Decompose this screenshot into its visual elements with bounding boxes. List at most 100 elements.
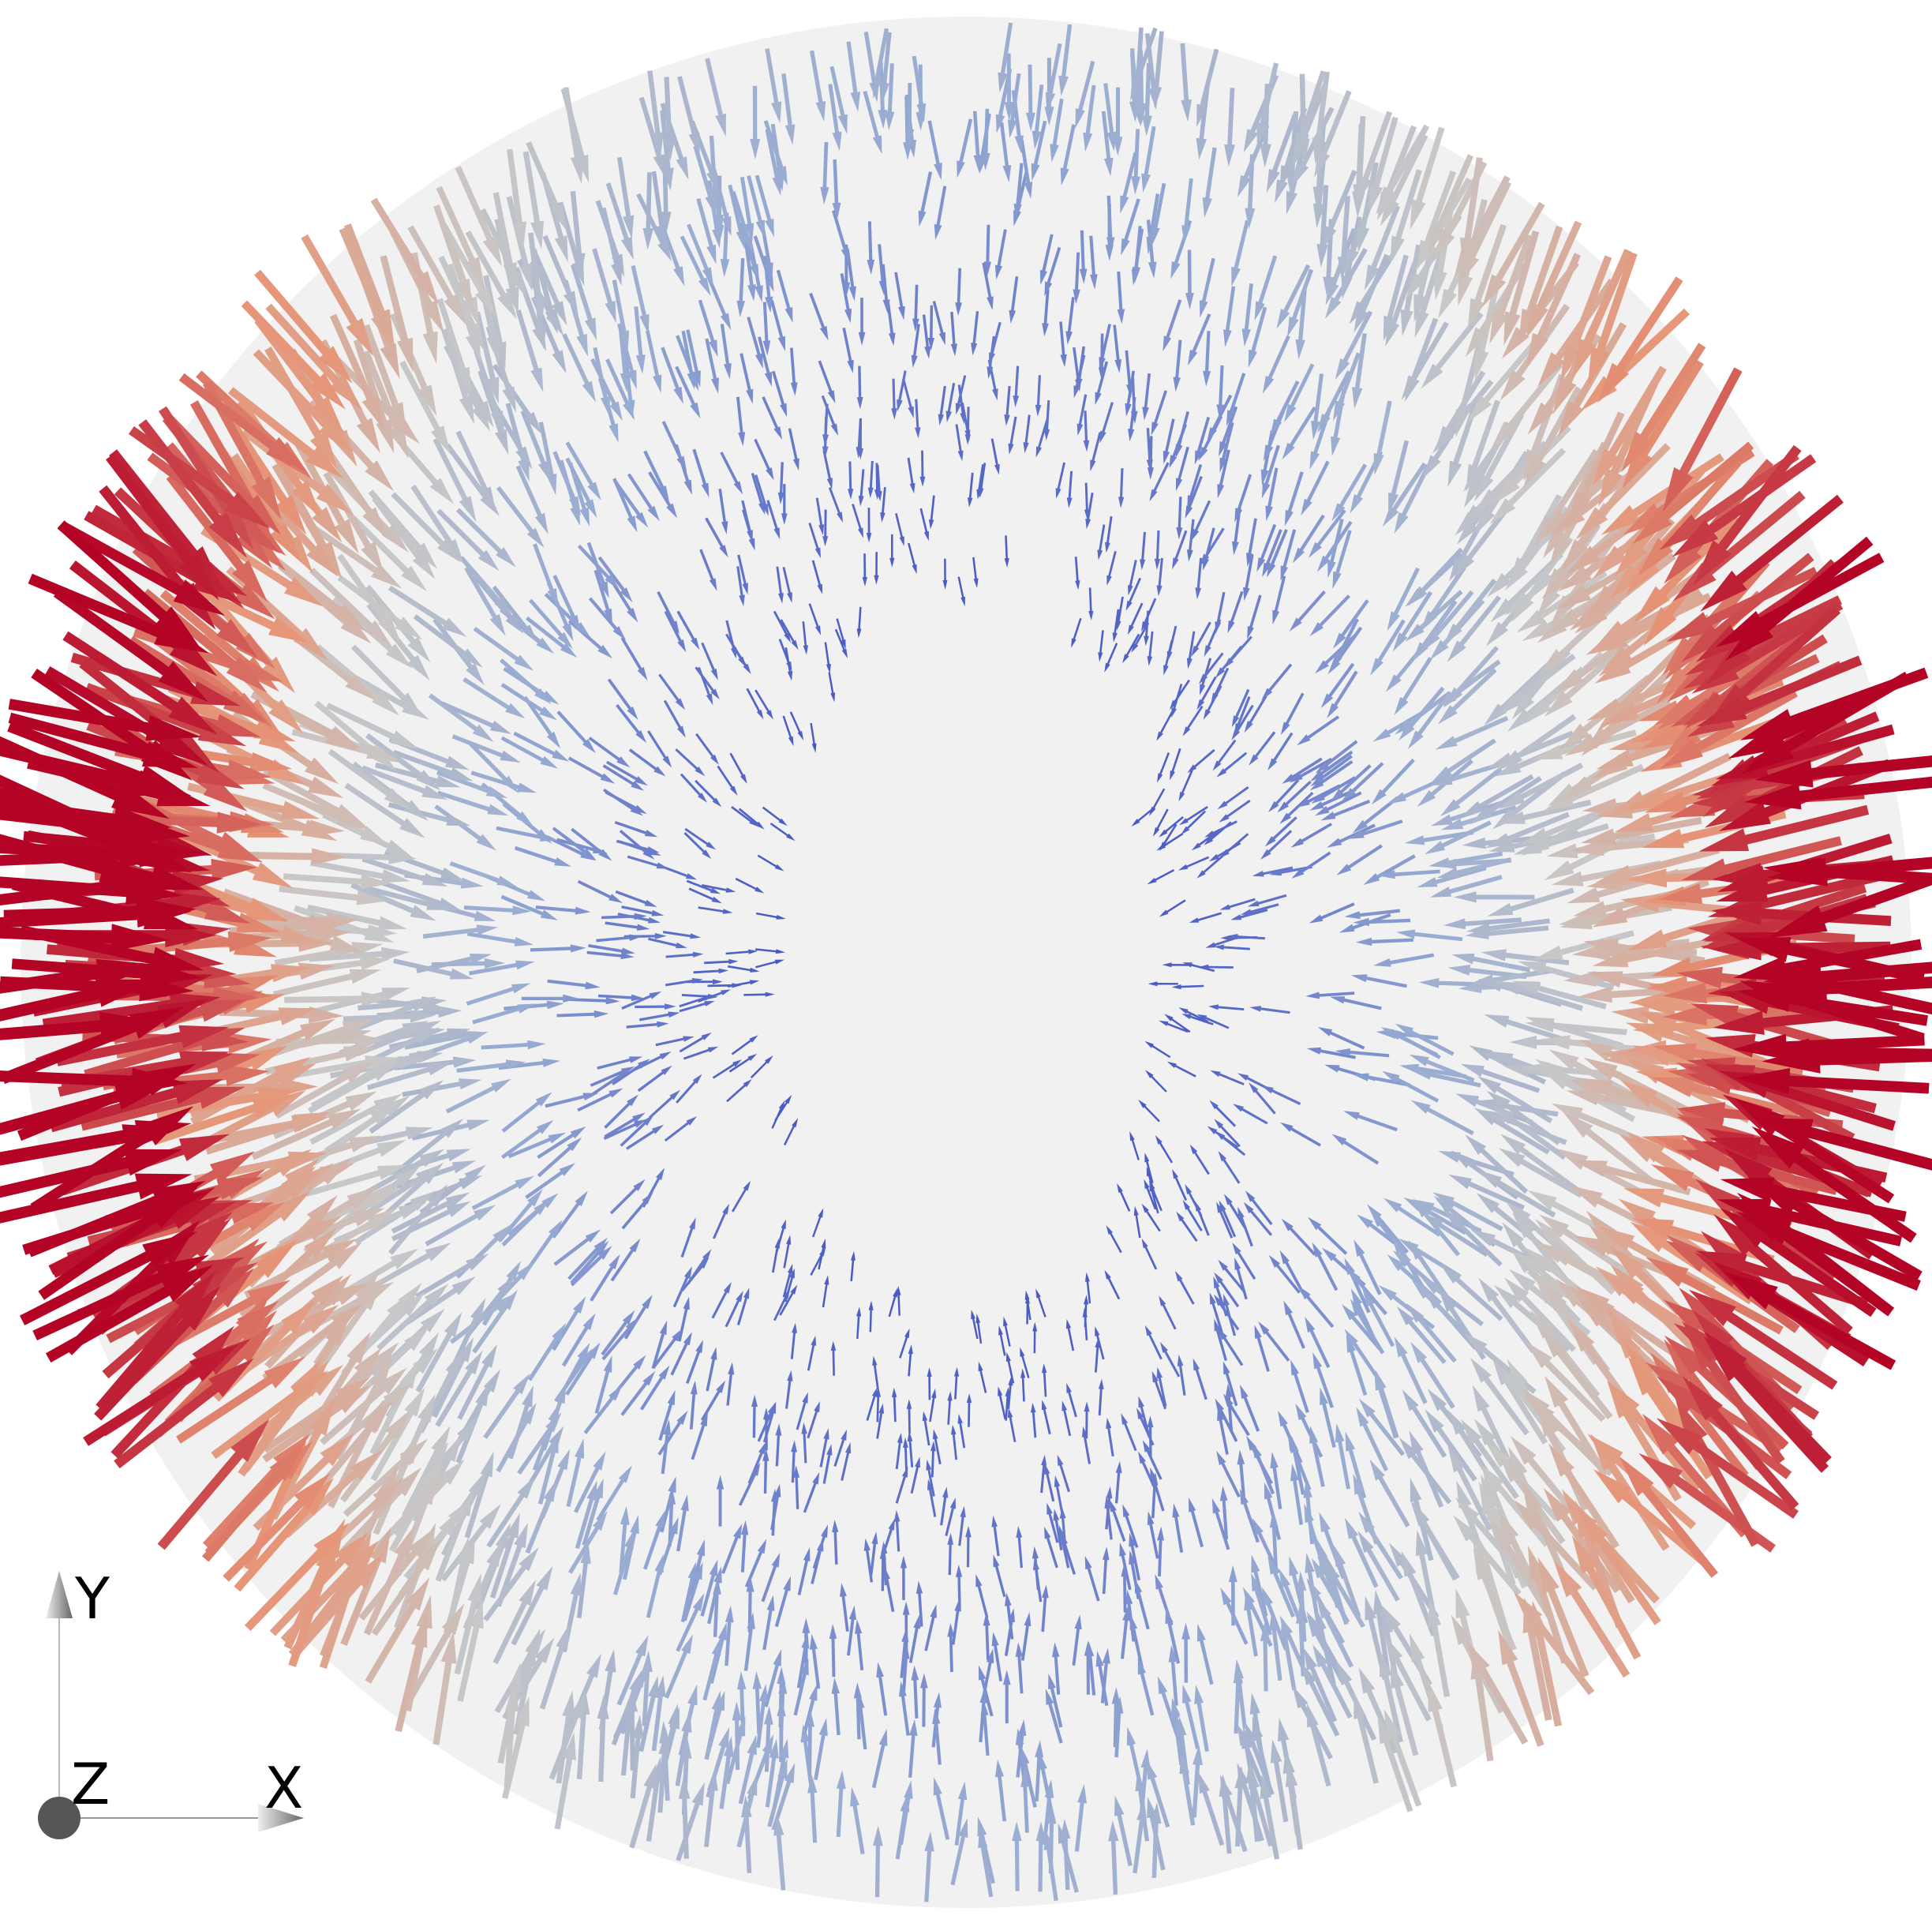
vector-arrow: [371, 1539, 440, 1636]
vector-arrow: [178, 373, 309, 473]
vector-arrow: [721, 1524, 743, 1574]
vector-arrow: [1443, 917, 1522, 930]
vector-arrow: [565, 457, 597, 518]
vector-arrow: [842, 328, 854, 373]
vector-arrow: [1208, 1004, 1245, 1010]
vector-arrow: [836, 618, 846, 650]
vector-arrow: [815, 497, 825, 536]
vector-arrow: [660, 864, 698, 880]
vector-arrow: [1007, 1376, 1013, 1409]
vector-arrow: [1443, 578, 1497, 646]
vector-arrow: [842, 244, 851, 298]
vector-arrow: [1282, 757, 1323, 784]
vector-arrow: [1209, 1292, 1223, 1333]
vector-arrow: [965, 1525, 972, 1568]
vector-arrow: [1447, 399, 1480, 487]
vector-arrow: [59, 521, 226, 617]
vector-arrow: [895, 1466, 908, 1504]
vector-arrow: [376, 1284, 449, 1351]
vector-arrow: [778, 639, 792, 672]
vector-arrow: [927, 1367, 932, 1400]
vector-arrow: [1323, 219, 1335, 300]
vector-arrow: [1349, 250, 1397, 324]
vector-arrow: [1354, 1692, 1380, 1784]
vector-arrow: [1482, 201, 1545, 308]
vector-arrow: [157, 1419, 270, 1550]
vector-arrow: [605, 182, 634, 261]
vector-arrow: [528, 232, 545, 324]
vector-arrow: [687, 979, 723, 985]
vector-arrow: [788, 428, 799, 471]
vector-arrow: [769, 300, 786, 352]
vector-arrow: [978, 463, 987, 498]
vector-arrow: [1270, 1739, 1289, 1823]
vector-arrow: [268, 553, 367, 632]
vector-arrow: [1231, 704, 1254, 740]
vector-arrow: [1082, 1307, 1088, 1340]
vector-arrow: [592, 248, 616, 324]
vector-arrow: [1102, 1546, 1110, 1595]
vector-arrow: [1171, 684, 1183, 718]
vector-arrow: [422, 924, 498, 939]
vector-arrow: [676, 1593, 705, 1652]
vector-arrow: [1370, 619, 1406, 676]
vector-arrow: [1133, 1205, 1141, 1239]
vector-arrow: [1155, 1573, 1174, 1626]
vector-arrow: [254, 269, 353, 384]
vector-arrow: [801, 1422, 807, 1464]
vector-arrow: [1327, 823, 1376, 848]
vector-arrow: [1363, 854, 1416, 885]
vector-arrow: [1007, 1408, 1017, 1442]
vector-arrow: [1121, 1606, 1130, 1659]
vector-arrow: [693, 968, 729, 974]
vector-arrow: [1497, 1509, 1551, 1613]
vector-arrow: [1332, 530, 1352, 589]
vector-arrow: [261, 1242, 362, 1318]
vector-arrow: [1156, 710, 1174, 741]
vector-arrow: [368, 1243, 451, 1291]
vector-arrow: [675, 365, 701, 419]
vector-arrow: [793, 1465, 800, 1509]
vector-arrow: [586, 542, 609, 598]
vector-arrow: [449, 861, 518, 887]
vector-arrow: [647, 70, 664, 157]
vector-arrow: [1623, 1188, 1763, 1228]
vector-arrow: [1497, 714, 1577, 771]
vector-arrow: [1296, 1571, 1307, 1642]
vector-arrow: [438, 255, 485, 352]
vector-arrow: [680, 1561, 697, 1623]
vector-arrow: [713, 1577, 721, 1637]
vector-arrow: [462, 677, 526, 719]
vector-arrow: [391, 492, 461, 563]
vector-arrow: [1543, 763, 1645, 812]
vector-arrow: [1767, 857, 1932, 887]
vector-arrow: [634, 306, 646, 374]
vector-arrow: [1312, 1644, 1353, 1719]
vector-arrow: [777, 462, 784, 504]
vector-arrow: [665, 951, 704, 958]
vector-arrow: [483, 1373, 530, 1439]
vector-arrow: [1187, 313, 1211, 366]
vector-arrow: [1440, 767, 1503, 817]
vector-arrow: [507, 148, 526, 251]
vector-arrow: [830, 1340, 837, 1376]
vector-arrow: [888, 1288, 898, 1318]
vector-arrow: [1443, 1209, 1503, 1267]
vector-arrow: [680, 773, 707, 803]
vector-arrow: [1578, 1507, 1661, 1625]
vector-arrow: [334, 1359, 392, 1460]
vector-arrow: [828, 487, 844, 523]
vector-arrow: [1739, 667, 1929, 740]
vector-arrow: [228, 387, 343, 479]
vector-arrow: [1466, 1640, 1529, 1745]
vector-arrow: [1373, 400, 1392, 475]
vector-arrow: [1290, 1435, 1305, 1495]
vector-arrow: [535, 905, 591, 915]
vector-arrow: [1333, 599, 1369, 649]
vector-arrow: [473, 627, 534, 671]
vector-arrow: [1431, 738, 1496, 783]
vector-arrow: [1118, 468, 1125, 508]
vector-arrow: [1324, 1560, 1365, 1629]
vector-arrow: [361, 857, 448, 887]
vector-arrow: [1484, 1014, 1570, 1044]
